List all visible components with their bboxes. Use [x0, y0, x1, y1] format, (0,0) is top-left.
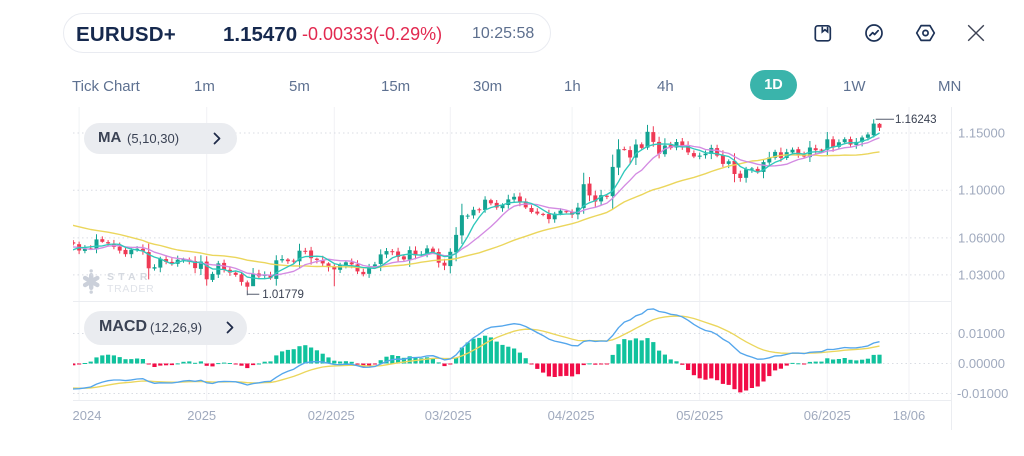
svg-text:1.01779: 1.01779: [262, 289, 304, 301]
svg-text:TRADER: TRADER: [107, 283, 154, 295]
svg-text:18/06: 18/06: [893, 408, 926, 423]
svg-text:1.06000: 1.06000: [958, 230, 1005, 245]
svg-text:1.15000: 1.15000: [958, 126, 1005, 141]
svg-text:2025: 2025: [187, 408, 216, 423]
svg-text:06/2025: 06/2025: [804, 408, 851, 423]
svg-text:03/2025: 03/2025: [425, 408, 472, 423]
svg-text:0.01000: 0.01000: [958, 326, 1005, 341]
svg-text:-0.01000: -0.01000: [957, 386, 1008, 401]
svg-text:02/2025: 02/2025: [308, 408, 355, 423]
svg-text:STAR: STAR: [107, 271, 152, 283]
svg-text:04/2025: 04/2025: [548, 408, 595, 423]
svg-text:1.03000: 1.03000: [958, 267, 1005, 282]
svg-text:1.16243: 1.16243: [895, 114, 937, 126]
svg-text:0.00000: 0.00000: [958, 356, 1005, 371]
svg-text:1.10000: 1.10000: [958, 183, 1005, 198]
svg-text:2024: 2024: [73, 408, 102, 423]
svg-text:05/2025: 05/2025: [676, 408, 723, 423]
